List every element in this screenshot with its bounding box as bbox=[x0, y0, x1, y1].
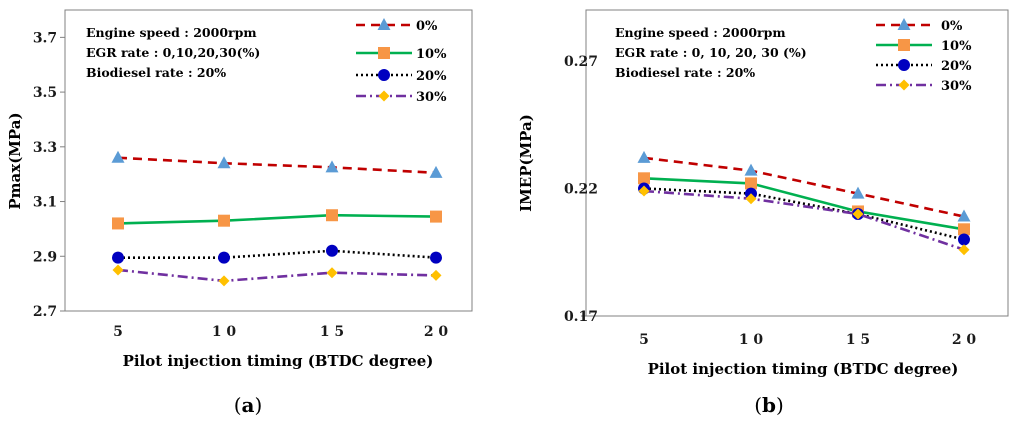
data-point-a-3-3 bbox=[430, 269, 442, 281]
annotation-engine-speed-b: Engine speed : 2000rpm bbox=[615, 25, 786, 40]
series-line-b-2 bbox=[643, 187, 965, 241]
x-tick-label-b: 1 5 bbox=[846, 332, 870, 348]
data-point-a-0-3 bbox=[429, 165, 443, 178]
y-tick-label-b: 0.17 bbox=[564, 309, 598, 325]
series-line-a-2 bbox=[118, 249, 437, 259]
panel-label-a: (a) bbox=[234, 393, 263, 417]
y-tick-label-a: 3.5 bbox=[33, 85, 57, 101]
x-tick-label-b: 5 bbox=[639, 332, 649, 348]
data-point-b-3-0 bbox=[638, 185, 650, 197]
legend-marker-b-0 bbox=[897, 18, 911, 30]
legend-marker-b-3 bbox=[898, 79, 910, 91]
series-line-b-0 bbox=[643, 156, 965, 218]
data-point-b-1-3 bbox=[958, 223, 970, 236]
data-point-b-0-1 bbox=[744, 163, 758, 176]
legend-marker-a-0 bbox=[377, 18, 391, 30]
x-tick-label-a: 5 bbox=[113, 324, 123, 340]
annotation-biodiesel-rate-b: Biodiesel rate : 20% bbox=[615, 65, 755, 80]
y-axis-ticks-b: 0.17 0.22 0.27 bbox=[564, 54, 598, 325]
data-point-a-0-2 bbox=[325, 160, 339, 173]
x-tick-label-a: 2 0 bbox=[424, 324, 449, 340]
y-tick-label-a: 2.7 bbox=[33, 304, 57, 320]
annotation-egr-rate-b: EGR rate : 0, 10, 20, 30 (%) bbox=[615, 45, 807, 60]
legend-b: 0% 10% 20% 30% bbox=[876, 18, 972, 94]
data-point-a-3-0 bbox=[112, 264, 124, 276]
data-point-a-0-1 bbox=[217, 156, 231, 169]
legend-marker-a-1 bbox=[378, 47, 390, 59]
series-line-a-0 bbox=[117, 156, 437, 175]
series-line-b-3 bbox=[643, 189, 965, 251]
data-point-a-2-3 bbox=[430, 251, 442, 264]
series-line-a-1 bbox=[117, 213, 437, 225]
annotation-biodiesel-rate-a: Biodiesel rate : 20% bbox=[86, 65, 226, 80]
x-tick-label-b: 1 0 bbox=[739, 332, 764, 348]
panel-label-b: (b) bbox=[754, 393, 784, 417]
y-tick-label-a: 2.9 bbox=[33, 249, 57, 265]
series-line-b-1 bbox=[643, 177, 965, 231]
series-group-b bbox=[637, 150, 971, 256]
chart-panel-b: 0.17 0.22 0.27 5 1 0 1 5 2 0 IMEP(MPa) Pilot … bbox=[517, 9, 1009, 417]
series-line-a-3 bbox=[117, 268, 437, 283]
data-point-a-2-2 bbox=[326, 244, 338, 257]
annotation-egr-rate-a: EGR rate : 0,10,20,30(%) bbox=[86, 45, 260, 60]
data-point-a-1-1 bbox=[218, 214, 230, 227]
data-point-a-0-0 bbox=[111, 150, 125, 163]
data-point-b-3-2 bbox=[852, 208, 864, 220]
data-point-a-3-2 bbox=[326, 267, 338, 279]
data-point-b-0-3 bbox=[957, 209, 971, 222]
legend-marker-b-1 bbox=[898, 39, 910, 51]
legend-label-b-2: 20% bbox=[941, 59, 972, 74]
data-point-b-3-3 bbox=[958, 244, 970, 256]
legend-marker-a-2 bbox=[378, 69, 390, 81]
legend-label-b-0: 0% bbox=[941, 19, 963, 34]
data-point-b-2-3 bbox=[958, 233, 970, 246]
data-point-a-1-0 bbox=[112, 217, 124, 230]
data-point-b-0-2 bbox=[851, 186, 865, 199]
data-point-a-2-1 bbox=[218, 251, 230, 264]
data-point-a-1-3 bbox=[430, 210, 442, 223]
y-tick-label-b: 0.27 bbox=[564, 54, 598, 70]
x-tick-label-b: 2 0 bbox=[952, 332, 977, 348]
y-tick-label-b: 0.22 bbox=[564, 182, 598, 198]
data-point-a-1-2 bbox=[326, 209, 338, 222]
x-axis-title-b: Pilot injection timing (BTDC degree) bbox=[648, 360, 959, 378]
legend-a: 0% 10% 20% 30% bbox=[356, 18, 447, 105]
annotation-engine-speed-a: Engine speed : 2000rpm bbox=[86, 25, 257, 40]
x-tick-label-a: 1 5 bbox=[320, 324, 344, 340]
legend-label-b-1: 10% bbox=[941, 39, 972, 54]
series-group-a bbox=[111, 150, 443, 287]
legend-marker-a-3 bbox=[378, 90, 390, 102]
legend-label-a-3: 30% bbox=[416, 90, 447, 105]
y-axis-title-a: Pmax(MPa) bbox=[6, 112, 24, 209]
data-point-b-1-0 bbox=[638, 172, 650, 185]
x-axis-title-a: Pilot injection timing (BTDC degree) bbox=[123, 352, 434, 370]
data-point-a-2-0 bbox=[112, 251, 124, 264]
y-tick-label-a: 3.3 bbox=[33, 140, 57, 156]
y-axis-title-b: IMEP(MPa) bbox=[517, 114, 535, 212]
legend-marker-b-2 bbox=[898, 59, 910, 71]
x-tick-label-a: 1 0 bbox=[212, 324, 237, 340]
data-point-b-1-1 bbox=[745, 177, 757, 190]
data-point-b-0-0 bbox=[637, 150, 651, 163]
data-point-b-3-1 bbox=[745, 193, 757, 205]
legend-label-b-3: 30% bbox=[941, 79, 972, 94]
y-tick-label-a: 3.7 bbox=[33, 30, 57, 46]
legend-label-a-1: 10% bbox=[416, 47, 447, 62]
y-axis-ticks-a: 2.7 2.9 3.1 3.3 3.5 3.7 bbox=[33, 30, 65, 320]
legend-label-a-0: 0% bbox=[416, 19, 438, 34]
data-point-a-3-1 bbox=[218, 275, 230, 287]
x-axis-ticks-b: 5 1 0 1 5 2 0 bbox=[639, 332, 976, 348]
y-tick-label-a: 3.1 bbox=[33, 195, 57, 211]
x-axis-ticks-a: 5 1 0 1 5 2 0 bbox=[113, 324, 448, 340]
legend-label-a-2: 20% bbox=[416, 69, 447, 84]
